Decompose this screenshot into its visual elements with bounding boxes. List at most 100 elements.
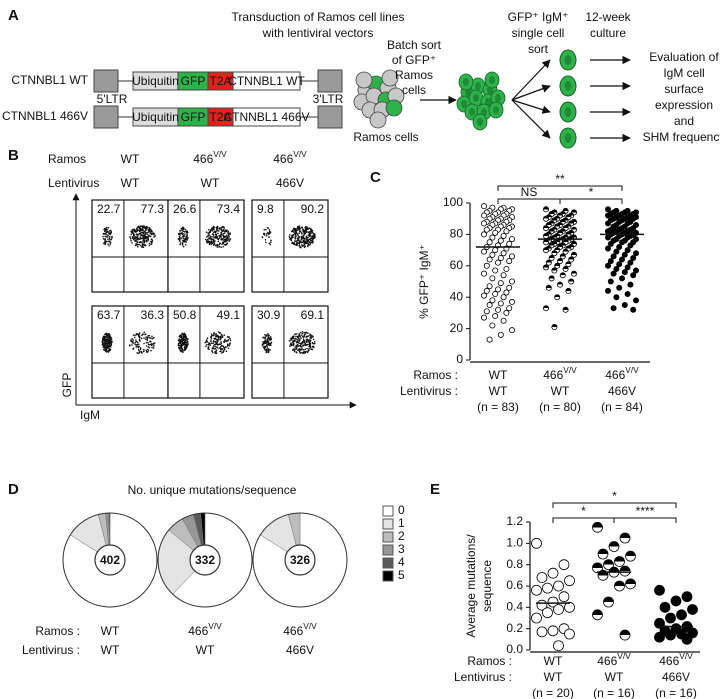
- event-dot: [211, 229, 214, 232]
- event-dot: [297, 345, 299, 348]
- event-dot: [210, 333, 213, 335]
- data-point: [592, 521, 603, 533]
- event-dot: [103, 342, 106, 345]
- event-dot: [136, 241, 139, 243]
- event-dot: [292, 236, 294, 239]
- data-point: [548, 254, 555, 261]
- event-dot: [148, 244, 151, 247]
- event-dot: [134, 229, 137, 232]
- event-dot: [224, 244, 227, 246]
- event-dot: [308, 227, 310, 230]
- legend-label: 4: [398, 555, 405, 569]
- event-dot: [214, 236, 217, 238]
- row-label: Ramos :: [413, 368, 458, 382]
- column-label: WT: [121, 176, 140, 190]
- event-dot: [147, 341, 149, 344]
- event-dot: [130, 233, 133, 236]
- event-dot: [106, 229, 108, 231]
- event-dot: [149, 340, 151, 343]
- data-point: [506, 258, 513, 265]
- significance-label: *: [612, 489, 617, 503]
- event-dot: [310, 228, 312, 230]
- data-point: [553, 604, 564, 615]
- event-dot: [179, 346, 182, 349]
- step-text: GFP⁺ IgM⁺: [508, 10, 569, 24]
- event-dot: [306, 347, 308, 350]
- event-dot: [296, 343, 299, 346]
- event-dot: [215, 234, 218, 237]
- text-part: 466: [543, 368, 563, 382]
- event-dot: [153, 236, 155, 238]
- event-dot: [306, 238, 309, 241]
- event-dot: [108, 333, 110, 335]
- step-text: culture: [590, 26, 626, 40]
- data-point: [565, 261, 572, 268]
- event-dot: [142, 333, 144, 336]
- event-dot: [306, 351, 309, 353]
- data-point: [486, 302, 493, 309]
- event-dot: [143, 234, 145, 236]
- data-point: [687, 604, 698, 615]
- event-dot: [301, 341, 303, 344]
- event-dot: [263, 341, 266, 343]
- data-point: [489, 322, 496, 329]
- data-point: [545, 284, 552, 291]
- data-point: [630, 272, 637, 279]
- text-part: 466: [597, 654, 617, 668]
- event-dot: [227, 339, 229, 342]
- row-label: Lentivirus :: [22, 643, 80, 657]
- event-dot: [144, 338, 147, 341]
- event-dot: [303, 350, 305, 353]
- significance-label: NS: [521, 185, 538, 199]
- event-dot: [221, 345, 224, 347]
- arrow: [511, 84, 551, 101]
- event-dot: [212, 228, 214, 231]
- data-point: [605, 212, 612, 219]
- event-dot: [186, 238, 189, 241]
- event-dot: [266, 345, 268, 348]
- event-dot: [298, 334, 301, 336]
- event-dot: [135, 346, 138, 348]
- event-dot: [181, 244, 184, 246]
- data-point: [557, 281, 564, 288]
- event-dot: [226, 242, 229, 244]
- event-dot: [180, 237, 183, 240]
- event-dot: [219, 235, 222, 237]
- gfp-nucleus: [564, 55, 572, 65]
- event-dot: [131, 342, 134, 344]
- event-dot: [266, 351, 268, 353]
- event-dot: [268, 232, 271, 234]
- row-value: 466V: [662, 670, 690, 684]
- step-text: expression: [655, 98, 713, 112]
- event-dot: [307, 231, 310, 234]
- event-dot: [140, 225, 143, 227]
- event-dot: [182, 235, 185, 238]
- data-point: [559, 272, 566, 279]
- event-dot: [143, 337, 145, 339]
- event-dot: [302, 352, 304, 355]
- event-dot: [133, 229, 135, 232]
- event-dot: [140, 228, 143, 230]
- event-dot: [182, 226, 184, 228]
- data-point: [492, 291, 499, 298]
- event-dot: [299, 342, 302, 345]
- event-dot: [109, 229, 112, 232]
- event-dot: [217, 343, 219, 346]
- event-dot: [179, 242, 182, 244]
- event-dot: [139, 229, 142, 232]
- event-dot: [103, 344, 105, 347]
- event-dot: [146, 348, 149, 351]
- event-dot: [183, 332, 186, 335]
- data-point: [553, 580, 564, 592]
- step-text: 12-week: [585, 10, 631, 24]
- data-point: [627, 242, 634, 249]
- data-point: [610, 253, 617, 260]
- event-dot: [306, 339, 309, 341]
- event-dot: [268, 334, 270, 336]
- event-dot: [304, 232, 306, 235]
- data-point: [605, 234, 612, 241]
- event-dot: [107, 350, 110, 352]
- significance-bracket: [497, 198, 561, 204]
- event-dot: [184, 336, 186, 339]
- step-text: cells: [402, 83, 426, 97]
